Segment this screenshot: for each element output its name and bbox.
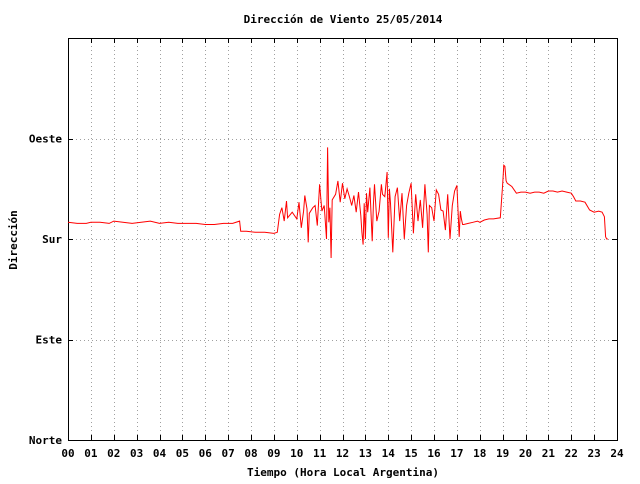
x-tick-label-17: 17 <box>450 447 463 460</box>
x-tick-label-23: 23 <box>588 447 601 460</box>
x-tick-label-11: 11 <box>313 447 327 460</box>
x-tick-label-03: 03 <box>130 447 143 460</box>
y-tick-label-norte: Norte <box>29 434 62 447</box>
x-tick-label-14: 14 <box>382 447 396 460</box>
chart-title: Dirección de Viento 25/05/2014 <box>244 13 443 26</box>
y-tick-label-sur: Sur <box>42 233 62 246</box>
tick-marks <box>68 38 618 441</box>
x-tick-label-12: 12 <box>336 447 349 460</box>
grid <box>68 38 617 440</box>
x-tick-labels: 00 01 02 03 04 05 06 07 08 09 10 11 12 13 14 15 16 17 18 19… <box>61 447 624 460</box>
x-tick-label-01: 01 <box>84 447 98 460</box>
x-tick-label-10: 10 <box>290 447 303 460</box>
x-axis-label: Tiempo (Hora Local Argentina) <box>247 466 439 479</box>
x-tick-label-04: 04 <box>153 447 167 460</box>
x-tick-label-06: 06 <box>199 447 213 460</box>
x-tick-label-09: 09 <box>267 447 280 460</box>
x-tick-label-02: 02 <box>107 447 120 460</box>
series-layer <box>67 147 608 259</box>
x-tick-label-05: 05 <box>176 447 189 460</box>
x-tick-label-24: 24 <box>610 447 624 460</box>
y-tick-labels: Norte Este Sur Oeste <box>29 133 62 448</box>
x-tick-label-20: 20 <box>519 447 532 460</box>
x-tick-label-16: 16 <box>427 447 441 460</box>
series-line-0 <box>67 147 608 259</box>
x-tick-label-21: 21 <box>542 447 556 460</box>
x-tick-label-08: 08 <box>244 447 257 460</box>
y-tick-label-oeste: Oeste <box>29 133 62 146</box>
x-tick-label-22: 22 <box>565 447 578 460</box>
x-tick-label-19: 19 <box>496 447 509 460</box>
x-tick-label-07: 07 <box>222 447 235 460</box>
x-tick-label-18: 18 <box>473 447 486 460</box>
y-axis-label: Dirección <box>7 210 20 270</box>
y-tick-label-este: Este <box>36 334 63 347</box>
x-tick-label-00: 00 <box>61 447 74 460</box>
x-tick-label-15: 15 <box>405 447 418 460</box>
x-tick-label-13: 13 <box>359 447 372 460</box>
